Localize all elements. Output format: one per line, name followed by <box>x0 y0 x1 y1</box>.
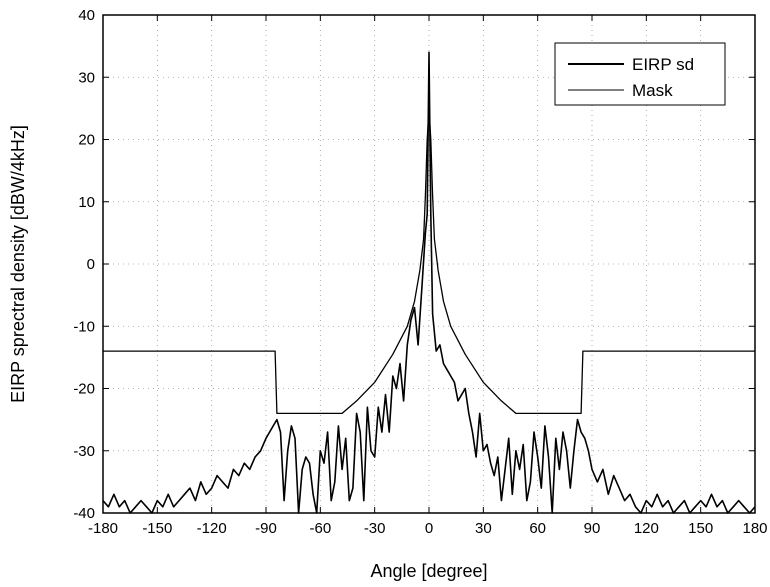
x-tick-label: 30 <box>475 520 492 537</box>
series-group <box>103 52 755 513</box>
legend-label-eirp: EIRP sd <box>632 55 694 74</box>
x-axis-label: Angle [degree] <box>370 561 487 581</box>
legend-label-mask: Mask <box>632 81 673 100</box>
x-tick-label: -30 <box>364 520 386 537</box>
x-tick-label: 180 <box>742 520 767 537</box>
x-tick-label: -90 <box>255 520 277 537</box>
y-tick-label: -20 <box>73 381 95 398</box>
y-tick-label: 20 <box>78 132 95 149</box>
y-axis-label: EIRP sprectral density [dBW/4kHz] <box>8 125 28 403</box>
y-tick-label: 40 <box>78 7 95 24</box>
x-tick-label: 120 <box>634 520 659 537</box>
x-tick-label: -150 <box>142 520 172 537</box>
x-tick-label: -120 <box>197 520 227 537</box>
x-tick-label: 90 <box>584 520 601 537</box>
y-tick-label: 30 <box>78 69 95 86</box>
x-tick-label: -60 <box>309 520 331 537</box>
y-tick-label: -40 <box>73 505 95 522</box>
x-tick-label: 150 <box>688 520 713 537</box>
y-tick-label: -30 <box>73 443 95 460</box>
y-tick-label: -10 <box>73 318 95 335</box>
y-tick-label: 0 <box>87 256 95 273</box>
series-line-eirp <box>103 52 755 513</box>
legend: EIRP sd Mask <box>555 43 725 105</box>
x-tick-label: 0 <box>425 520 433 537</box>
x-tick-label: 60 <box>529 520 546 537</box>
y-tick-label: 10 <box>78 194 95 211</box>
x-tick-label: -180 <box>88 520 118 537</box>
